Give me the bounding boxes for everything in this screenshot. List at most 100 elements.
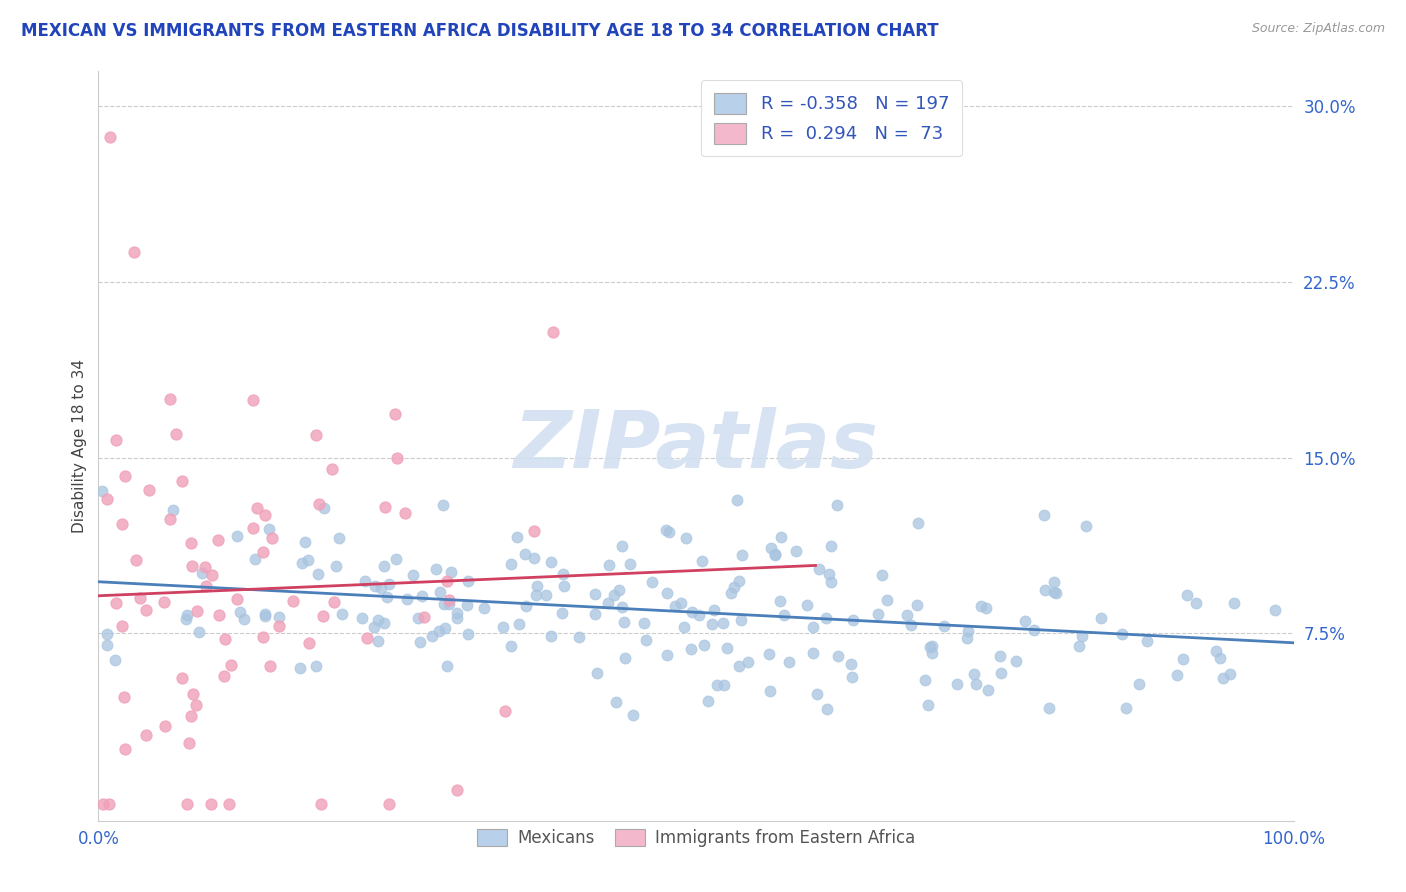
Point: [778, 655, 800, 669]
Point: [907, 516, 929, 530]
Point: [731, 548, 754, 562]
Point: [437, 597, 460, 611]
Point: [1076, 519, 1098, 533]
Point: [91, 797, 114, 812]
Point: [262, 531, 284, 545]
Point: [225, 591, 247, 606]
Point: [159, 512, 181, 526]
Point: [457, 574, 479, 588]
Point: [252, 631, 274, 645]
Point: [494, 704, 516, 718]
Point: [177, 736, 200, 750]
Point: [1219, 666, 1241, 681]
Text: Source: ZipAtlas.com: Source: ZipAtlas.com: [1251, 22, 1385, 36]
Point: [1263, 603, 1285, 617]
Point: [872, 568, 894, 582]
Point: [664, 599, 686, 614]
Point: [221, 657, 243, 672]
Point: [508, 617, 530, 632]
Point: [456, 598, 478, 612]
Point: [769, 530, 792, 544]
Point: [956, 631, 979, 645]
Text: MEXICAN VS IMMIGRANTS FROM EASTERN AFRICA DISABILITY AGE 18 TO 34 CORRELATION CH: MEXICAN VS IMMIGRANTS FROM EASTERN AFRIC…: [21, 22, 939, 40]
Point: [540, 630, 562, 644]
Point: [124, 244, 146, 259]
Point: [307, 567, 329, 582]
Point: [499, 557, 522, 571]
Point: [583, 607, 606, 622]
Point: [242, 521, 264, 535]
Point: [602, 588, 624, 602]
Point: [1115, 701, 1137, 715]
Point: [153, 595, 176, 609]
Point: [267, 619, 290, 633]
Point: [413, 610, 436, 624]
Point: [291, 556, 314, 570]
Point: [91, 483, 114, 498]
Point: [373, 616, 395, 631]
Point: [432, 597, 454, 611]
Point: [245, 552, 267, 566]
Point: [325, 558, 347, 573]
Point: [312, 608, 335, 623]
Text: ZIPatlas: ZIPatlas: [513, 407, 879, 485]
Point: [515, 599, 537, 613]
Point: [1067, 639, 1090, 653]
Point: [690, 554, 713, 568]
Point: [526, 579, 548, 593]
Point: [658, 524, 681, 539]
Point: [1043, 574, 1066, 589]
Point: [186, 698, 208, 713]
Point: [974, 600, 997, 615]
Point: [165, 427, 187, 442]
Point: [176, 608, 198, 623]
Point: [716, 640, 738, 655]
Point: [242, 392, 264, 407]
Point: [180, 709, 202, 723]
Point: [492, 620, 515, 634]
Point: [868, 607, 890, 621]
Point: [330, 607, 353, 621]
Point: [432, 498, 454, 512]
Point: [965, 677, 987, 691]
Point: [114, 469, 136, 483]
Point: [305, 427, 328, 442]
Point: [725, 492, 748, 507]
Point: [96, 492, 118, 507]
Point: [378, 797, 401, 812]
Point: [697, 694, 720, 708]
Point: [990, 666, 1012, 681]
Point: [703, 603, 725, 617]
Point: [207, 533, 229, 547]
Point: [200, 797, 222, 812]
Point: [1070, 629, 1092, 643]
Point: [1022, 623, 1045, 637]
Point: [1205, 644, 1227, 658]
Point: [633, 616, 655, 631]
Point: [1171, 652, 1194, 666]
Point: [373, 558, 395, 573]
Point: [446, 606, 468, 620]
Point: [957, 624, 980, 638]
Point: [402, 568, 425, 582]
Point: [172, 474, 194, 488]
Point: [728, 574, 751, 589]
Point: [304, 659, 326, 673]
Point: [905, 598, 928, 612]
Point: [425, 562, 447, 576]
Point: [214, 632, 236, 647]
Point: [375, 590, 398, 604]
Point: [820, 575, 842, 590]
Point: [254, 508, 277, 522]
Point: [634, 633, 657, 648]
Point: [370, 581, 392, 595]
Point: [440, 565, 463, 579]
Point: [785, 543, 807, 558]
Point: [1014, 614, 1036, 628]
Point: [772, 607, 794, 622]
Point: [96, 638, 118, 652]
Point: [713, 678, 735, 692]
Point: [420, 629, 443, 643]
Point: [932, 619, 955, 633]
Point: [290, 661, 312, 675]
